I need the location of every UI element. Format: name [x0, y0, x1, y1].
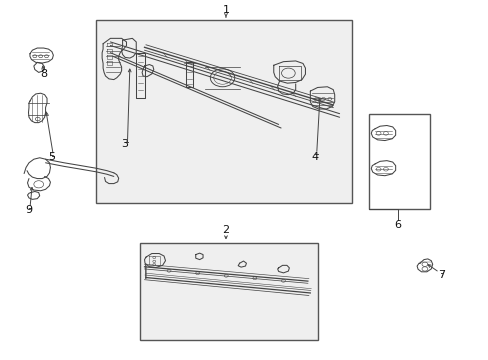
- Text: 7: 7: [438, 270, 445, 280]
- Text: 4: 4: [311, 152, 318, 162]
- Text: 2: 2: [222, 225, 229, 235]
- Text: 3: 3: [122, 139, 128, 149]
- Bar: [368, 114, 429, 209]
- Text: 9: 9: [25, 206, 33, 216]
- Text: 6: 6: [394, 220, 401, 230]
- Text: 5: 5: [48, 152, 55, 162]
- Bar: [140, 243, 317, 339]
- Text: 8: 8: [40, 69, 47, 79]
- Bar: [96, 21, 351, 203]
- Text: 1: 1: [222, 5, 229, 15]
